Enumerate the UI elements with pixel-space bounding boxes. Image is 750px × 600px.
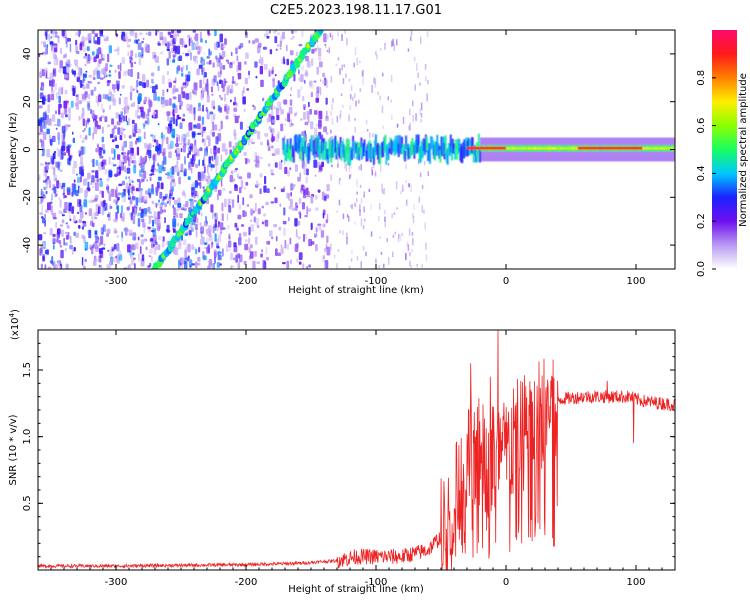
snr-x-tick-label: 0 <box>503 577 509 588</box>
spectrogram-x-tick-label: 0 <box>503 276 509 287</box>
colorbar-gradient <box>712 30 737 269</box>
spectrogram-y-tick-label: 40 <box>22 48 33 61</box>
spectrogram-y-tick-label: 20 <box>22 95 33 108</box>
colorbar-tick-label: 0.8 <box>696 70 707 86</box>
snr-y-tick-label: 0.5 <box>22 495 33 511</box>
colorbar-tick-label: 0.6 <box>696 118 707 134</box>
spectrogram-y-tick-label: 0 <box>22 146 33 152</box>
spectrogram-x-tick-label: -300 <box>105 276 128 287</box>
spectrogram-y-tick-label: -20 <box>22 189 33 205</box>
colorbar-tick-label: 0.2 <box>696 213 707 229</box>
center-band <box>282 133 675 166</box>
snr-y-tick-label: 1.0 <box>22 429 33 445</box>
colorbar-label: Normalized spectral amplitude <box>738 73 749 227</box>
snr-x-tick-label: 100 <box>626 577 645 588</box>
colorbar: 0.0 0.2 0.4 0.6 0.8 Normalized spectral ampl… <box>696 30 749 277</box>
diagonal-track <box>151 30 324 269</box>
spectrogram-x-tick-label: -200 <box>235 276 258 287</box>
snr-y-ticks: 0.5 1.0 1.5 <box>22 342 675 558</box>
snr-y-tick-label: 1.5 <box>22 362 33 378</box>
snr-x-tick-label: -300 <box>105 577 128 588</box>
snr-x-ticks: -300 -200 -100 0 100 <box>50 330 676 588</box>
spectrogram-x-label: Height of straight line (km) <box>288 285 424 296</box>
snr-scale-note: (x104) <box>8 309 21 340</box>
spectrogram-y-tick-label: -40 <box>22 237 33 253</box>
snr-panel: -300 -200 -100 0 100 0.5 1.0 1.5 Height of str… <box>8 309 676 595</box>
snr-series-line <box>38 330 675 570</box>
spectrogram-x-tick-label: -100 <box>365 276 388 287</box>
spectrogram-y-label: Frequency (Hz) <box>8 112 19 188</box>
figure-title: C2E5.2023.198.11.17.G01 <box>270 3 442 18</box>
spectrogram-y-ticks: -40 -20 0 20 40 <box>22 48 675 253</box>
snr-frame <box>37 329 676 571</box>
colorbar-tick-label: 0.4 <box>696 165 707 181</box>
snr-content <box>38 330 675 570</box>
snr-x-tick-label: -200 <box>235 577 258 588</box>
snr-y-label: SNR (10 * v/v) <box>8 414 19 485</box>
spectrogram-x-ticks: -300 -200 -100 0 100 <box>105 30 646 287</box>
colorbar-tick-label: 0.0 <box>696 261 707 277</box>
spectrogram-noise <box>38 30 429 269</box>
spectrogram-content <box>38 30 675 269</box>
colorbar-ticks: 0.0 0.2 0.4 0.6 0.8 <box>696 70 716 277</box>
spectrogram-x-tick-label: 100 <box>626 276 645 287</box>
snr-x-tick-label: -100 <box>365 577 388 588</box>
snr-x-label: Height of straight line (km) <box>288 584 424 595</box>
